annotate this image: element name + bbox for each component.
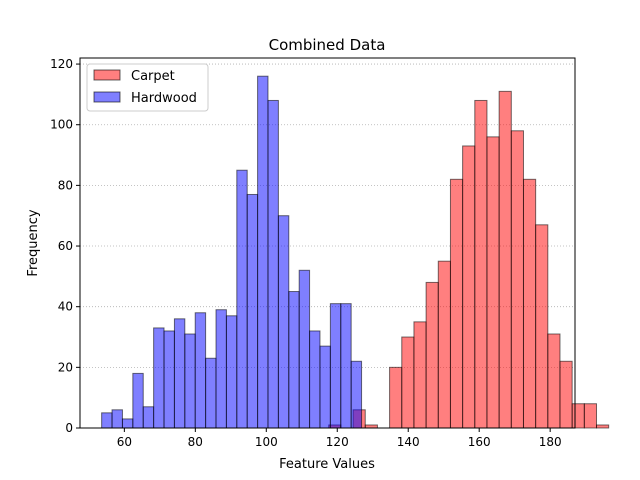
histogram-bar-hardwood	[236, 169, 248, 429]
x-tick-label: 80	[188, 435, 203, 449]
histogram-bar-carpet	[559, 360, 573, 429]
histogram-bar-hardwood	[350, 360, 363, 429]
chart-title: Combined Data	[269, 36, 386, 54]
histogram-bar-carpet	[449, 178, 464, 429]
x-tick-label: 100	[255, 435, 278, 449]
histogram-bar-hardwood	[184, 333, 196, 429]
histogram-bar-carpet	[389, 366, 403, 429]
histogram-bar-hardwood	[298, 269, 311, 429]
histogram-bar-carpet	[571, 403, 585, 429]
y-tick-label: 40	[58, 300, 73, 314]
histogram-bar-carpet	[583, 403, 598, 429]
histogram-bar-hardwood	[173, 318, 186, 429]
y-tick-label: 80	[58, 178, 73, 192]
legend-swatch-carpet	[93, 69, 121, 81]
histogram-bar-carpet	[522, 178, 537, 429]
y-tick-label: 100	[50, 118, 73, 132]
x-tick-label: 180	[539, 435, 562, 449]
histogram-bar-carpet	[425, 281, 439, 429]
histogram-bar-hardwood	[194, 312, 207, 429]
histogram-bar-hardwood	[142, 406, 155, 429]
histogram-bar-carpet	[413, 321, 427, 429]
histogram-bar-carpet	[535, 224, 549, 429]
histogram-bar-hardwood	[257, 75, 269, 429]
histogram-bar-hardwood	[340, 303, 352, 429]
y-axis-ticks: 0 20 40 60 80 100 120	[50, 57, 80, 435]
histogram-bar-hardwood	[319, 345, 331, 429]
x-tick-label: 60	[117, 435, 132, 449]
histogram-bar-hardwood	[215, 309, 227, 429]
histogram-bar-hardwood	[288, 291, 300, 429]
y-tick-label: 120	[50, 57, 73, 71]
legend: Carpet Hardwood	[86, 63, 209, 112]
histogram-bar-hardwood	[329, 303, 342, 429]
histogram-bar-hardwood	[277, 215, 290, 429]
histogram-bar-hardwood	[309, 330, 321, 429]
y-tick-label: 20	[58, 360, 73, 374]
legend-label-carpet: Carpet	[131, 69, 175, 84]
histogram-bar-carpet	[486, 136, 500, 429]
histogram-bar-hardwood	[111, 409, 123, 429]
histogram-bar-hardwood	[163, 330, 175, 429]
histogram-bar-hardwood	[267, 99, 279, 429]
histogram-bar-hardwood	[246, 193, 259, 429]
histogram-bar-hardwood	[205, 357, 217, 429]
histogram-bar-hardwood	[101, 412, 113, 429]
x-axis-label: Feature Values	[279, 457, 375, 472]
histogram-bar-carpet	[596, 424, 610, 429]
legend-label-hardwood: Hardwood	[131, 91, 197, 106]
histogram-bar-carpet	[510, 130, 524, 429]
histogram-bar-hardwood	[132, 372, 144, 429]
histogram-bar-hardwood	[225, 315, 238, 429]
x-tick-label: 140	[397, 435, 420, 449]
histogram-bar-carpet	[547, 333, 561, 429]
y-tick-label: 0	[65, 421, 73, 435]
histogram-bars	[101, 75, 610, 429]
histogram-bar-carpet	[498, 90, 512, 429]
x-axis-ticks: 60 80 100 120 140 160 180	[117, 428, 562, 449]
legend-swatch-hardwood	[93, 91, 121, 103]
x-tick-label: 160	[468, 435, 491, 449]
histogram-bar-carpet	[462, 145, 476, 429]
histogram-bar-carpet	[437, 260, 451, 429]
histogram-bar-hardwood	[153, 327, 165, 429]
y-axis-label: Frequency	[26, 209, 41, 276]
histogram-bar-hardwood	[121, 418, 134, 429]
x-tick-label: 120	[326, 435, 349, 449]
plot-frame	[79, 57, 576, 429]
histogram-bar-carpet	[401, 336, 415, 429]
histogram-bar-carpet	[474, 99, 488, 429]
y-tick-label: 60	[58, 239, 73, 253]
